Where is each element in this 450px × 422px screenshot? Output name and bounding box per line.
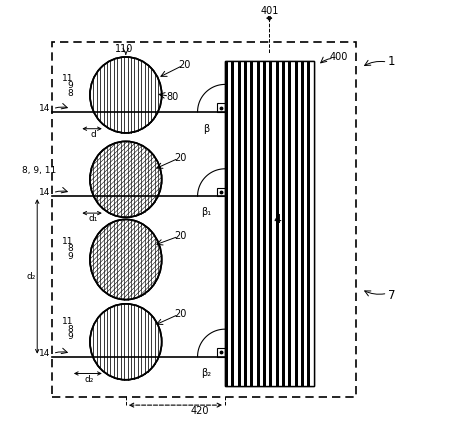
Text: 8, 9, 11: 8, 9, 11 xyxy=(22,166,56,176)
Bar xyxy=(52,42,356,397)
Text: 110: 110 xyxy=(115,43,133,54)
Bar xyxy=(307,61,310,386)
Bar xyxy=(298,61,301,386)
Text: 20: 20 xyxy=(179,60,191,70)
Text: d: d xyxy=(90,130,96,139)
Bar xyxy=(260,61,263,386)
Bar xyxy=(225,61,314,386)
Bar xyxy=(238,61,241,386)
Bar xyxy=(273,61,276,386)
Bar xyxy=(301,61,304,386)
Bar xyxy=(295,61,298,386)
Bar xyxy=(216,348,225,357)
Bar xyxy=(304,61,307,386)
Bar xyxy=(225,61,314,386)
Text: 9: 9 xyxy=(68,81,73,90)
Text: 420: 420 xyxy=(190,406,209,417)
Text: 20: 20 xyxy=(175,231,187,241)
Text: 9: 9 xyxy=(68,252,73,261)
Text: d₂: d₂ xyxy=(26,272,36,281)
Bar xyxy=(216,103,225,112)
Text: 9: 9 xyxy=(68,332,73,341)
Bar xyxy=(310,61,314,386)
Bar xyxy=(269,61,272,386)
Text: 20: 20 xyxy=(175,309,187,319)
Text: d₁: d₁ xyxy=(88,214,98,223)
Text: β₁: β₁ xyxy=(201,207,211,217)
Bar xyxy=(250,61,253,386)
Text: 14: 14 xyxy=(39,188,51,197)
Text: 7: 7 xyxy=(388,289,396,302)
Text: 8: 8 xyxy=(68,244,73,254)
Text: 20: 20 xyxy=(175,153,187,163)
Bar xyxy=(276,61,279,386)
Ellipse shape xyxy=(90,304,162,380)
Bar xyxy=(288,61,292,386)
Text: 1: 1 xyxy=(388,55,396,68)
Bar xyxy=(231,61,234,386)
Bar xyxy=(216,188,225,196)
Text: 8: 8 xyxy=(68,325,73,334)
Text: 14: 14 xyxy=(39,349,51,358)
Text: 80: 80 xyxy=(166,92,178,102)
Text: 11: 11 xyxy=(62,317,73,326)
Bar xyxy=(247,61,250,386)
Ellipse shape xyxy=(90,219,162,300)
Text: β: β xyxy=(203,124,209,134)
Text: d₂: d₂ xyxy=(85,375,94,384)
Bar xyxy=(244,61,247,386)
Text: 4: 4 xyxy=(274,213,282,226)
Bar xyxy=(279,61,282,386)
Bar xyxy=(234,61,238,386)
Text: 11: 11 xyxy=(62,73,73,83)
Bar xyxy=(225,61,228,386)
Bar xyxy=(266,61,269,386)
Ellipse shape xyxy=(90,57,162,133)
Bar xyxy=(292,61,295,386)
Ellipse shape xyxy=(90,141,162,217)
Bar xyxy=(256,61,260,386)
Bar xyxy=(263,61,266,386)
Bar xyxy=(285,61,288,386)
Text: 401: 401 xyxy=(260,5,279,16)
Text: 11: 11 xyxy=(62,237,73,246)
Text: β₂: β₂ xyxy=(201,368,211,378)
Text: 8: 8 xyxy=(68,89,73,98)
Bar xyxy=(241,61,244,386)
Bar xyxy=(253,61,256,386)
Text: 400: 400 xyxy=(330,52,348,62)
Bar xyxy=(228,61,231,386)
Bar xyxy=(282,61,285,386)
Text: 14: 14 xyxy=(39,104,51,114)
